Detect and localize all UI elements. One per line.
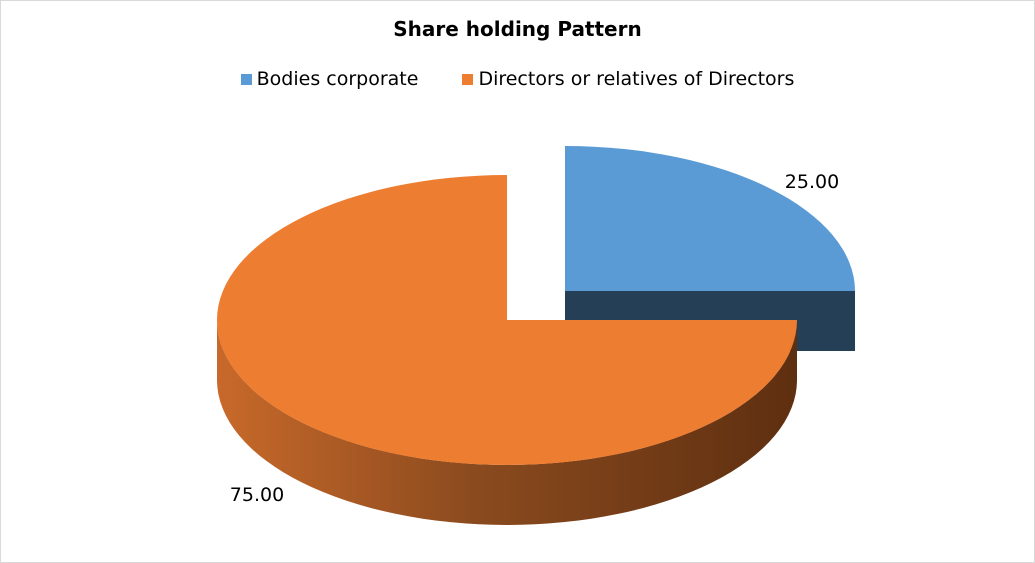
slice-top-directors — [217, 175, 797, 465]
legend: Bodies corporate Directors or relatives … — [0, 68, 1035, 90]
legend-label-directors: Directors or relatives of Directors — [478, 68, 795, 90]
data-label-directors: 75.00 — [230, 484, 284, 506]
slice-side-directors — [217, 320, 797, 525]
data-label-bodies-corporate: 25.00 — [785, 171, 839, 193]
legend-item-directors: Directors or relatives of Directors — [462, 68, 794, 90]
slice-top-bodies-corporate — [565, 146, 855, 291]
legend-swatch-directors — [462, 73, 474, 85]
legend-item-bodies-corporate: Bodies corporate — [240, 68, 419, 90]
legend-swatch-bodies-corporate — [240, 73, 252, 85]
legend-label-bodies-corporate: Bodies corporate — [256, 68, 419, 90]
chart-title: Share holding Pattern — [393, 17, 642, 41]
